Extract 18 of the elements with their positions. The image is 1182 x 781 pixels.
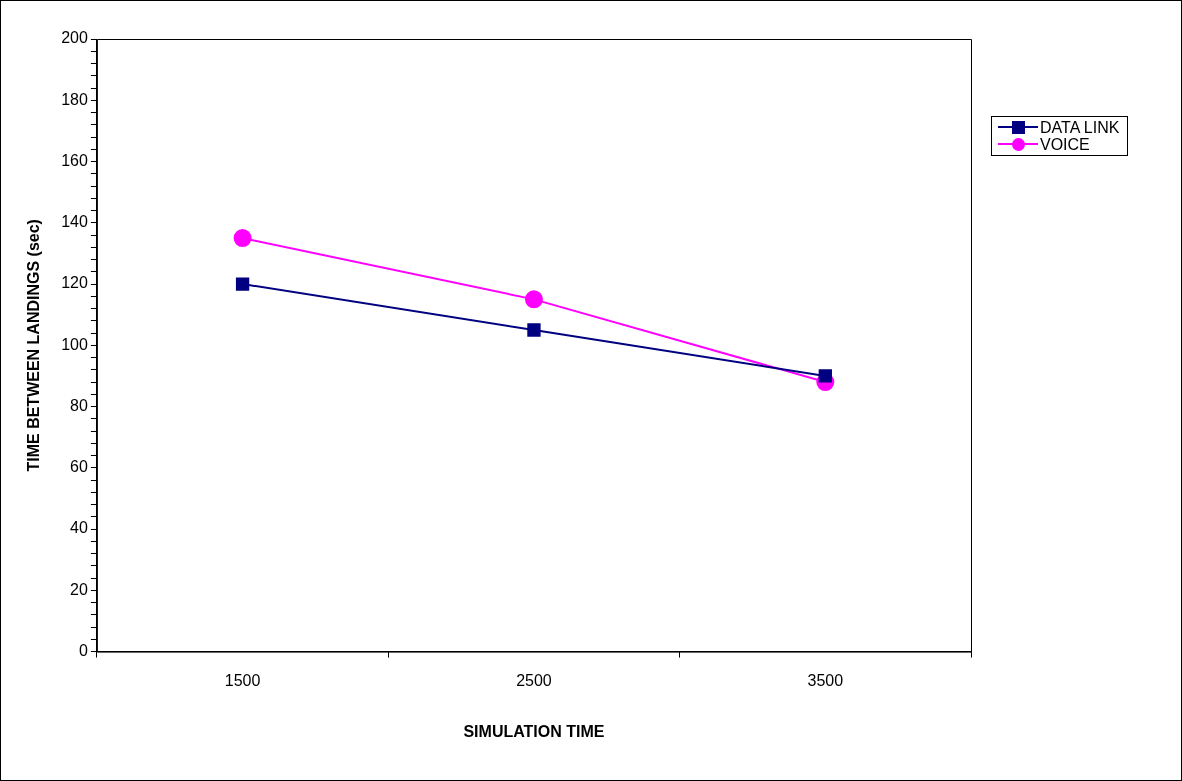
y-tick-label: 60 [70,458,88,476]
legend-label: VOICE [1040,135,1090,154]
y-tick-label: 100 [61,335,88,353]
x-tick-label: 2500 [516,671,552,689]
y-tick-label: 0 [78,642,88,660]
y-tick-label: 20 [70,580,88,598]
y-tick-label: 180 [61,90,88,108]
y-axis-title: TIME BETWEEN LANDINGS (sec) [25,219,43,472]
y-tick-label: 160 [61,151,88,169]
y-tick-label: 40 [70,519,88,537]
y-tick-label: 200 [61,29,88,47]
y-tick-label: 120 [61,274,88,292]
x-tick-label: 1500 [224,671,261,689]
y-tick-label: 140 [61,213,88,231]
y-tick-label: 80 [70,396,88,414]
x-axis-title: SIMULATION TIME [463,722,605,740]
legend-label: DATA LINK [1040,118,1120,137]
x-tick-label: 3500 [807,671,844,689]
